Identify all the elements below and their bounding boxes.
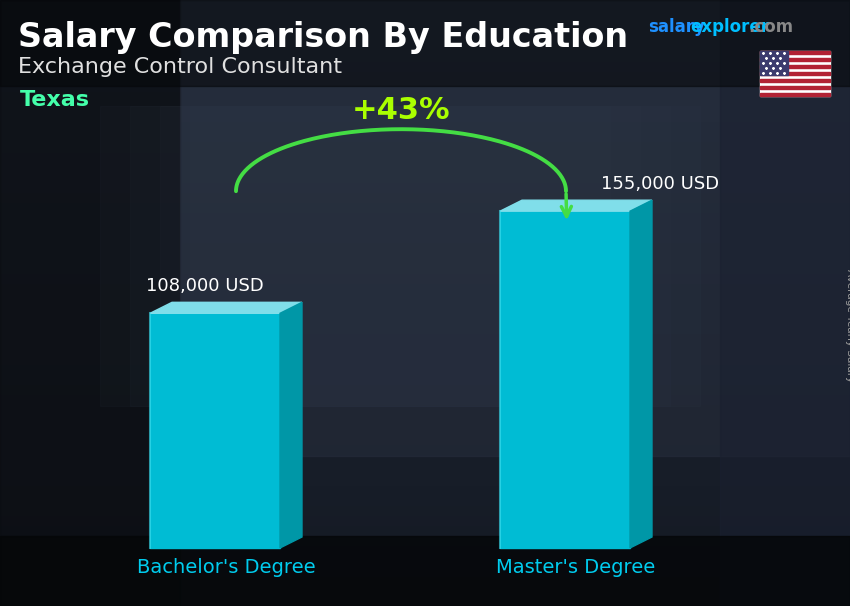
Polygon shape	[630, 200, 652, 548]
Bar	[0, 292, 850, 303]
Bar	[0, 19, 850, 30]
Bar	[0, 444, 850, 454]
Bar	[0, 90, 850, 101]
Bar	[220, 106, 580, 406]
Bar	[0, 322, 850, 333]
Bar	[0, 221, 850, 232]
Bar	[0, 141, 850, 152]
Bar	[0, 271, 850, 283]
Bar	[0, 383, 850, 394]
Bar	[0, 544, 850, 556]
Bar	[0, 353, 850, 364]
Bar	[0, 585, 850, 596]
Bar	[0, 504, 850, 515]
Bar	[0, 464, 850, 474]
Bar	[0, 403, 850, 414]
Bar	[0, 302, 850, 313]
Text: salary: salary	[648, 18, 705, 36]
Bar	[760, 58, 830, 61]
Bar	[0, 373, 850, 384]
Bar	[760, 51, 830, 55]
Bar	[760, 51, 788, 75]
Text: Exchange Control Consultant: Exchange Control Consultant	[18, 57, 342, 77]
Bar	[0, 211, 850, 222]
Bar	[0, 201, 850, 212]
Bar	[150, 313, 280, 548]
Bar	[180, 0, 850, 456]
Bar	[0, 80, 850, 91]
Bar	[0, 524, 850, 535]
Bar	[0, 171, 850, 182]
Bar	[0, 161, 850, 171]
Bar	[0, 494, 850, 505]
Bar	[0, 262, 850, 273]
Text: Average Yearly Salary: Average Yearly Salary	[845, 270, 850, 382]
Bar	[0, 534, 850, 545]
Polygon shape	[280, 302, 302, 548]
Polygon shape	[500, 200, 652, 211]
Bar	[0, 474, 850, 485]
Bar	[0, 0, 180, 606]
Bar	[0, 514, 850, 525]
Bar	[0, 241, 850, 253]
Text: explorer: explorer	[690, 18, 769, 36]
Bar	[720, 0, 850, 606]
Text: Salary Comparison By Education: Salary Comparison By Education	[18, 21, 628, 54]
Bar	[760, 93, 830, 96]
Polygon shape	[150, 302, 302, 313]
Text: Master's Degree: Master's Degree	[496, 558, 655, 577]
Text: +43%: +43%	[352, 96, 450, 125]
Bar	[160, 106, 640, 406]
Bar	[760, 72, 830, 75]
Bar	[0, 150, 850, 162]
Bar	[0, 484, 850, 495]
Bar	[0, 393, 850, 404]
Bar	[190, 106, 610, 406]
Bar	[0, 130, 850, 141]
Bar	[0, 453, 850, 465]
Bar	[0, 120, 850, 132]
Text: Texas: Texas	[20, 90, 90, 110]
Bar	[0, 433, 850, 444]
Bar	[0, 59, 850, 71]
Bar	[0, 554, 850, 565]
Bar	[0, 574, 850, 586]
Bar	[760, 65, 830, 68]
Bar	[0, 100, 850, 111]
Text: .com: .com	[748, 18, 793, 36]
Bar	[0, 50, 850, 61]
Bar	[760, 79, 830, 82]
Bar	[100, 106, 700, 406]
Bar	[0, 413, 850, 424]
Bar	[760, 85, 830, 89]
Text: Bachelor's Degree: Bachelor's Degree	[137, 558, 315, 577]
Bar	[0, 423, 850, 435]
Bar	[500, 211, 630, 548]
Bar	[0, 29, 850, 41]
Bar	[760, 51, 830, 96]
Bar	[0, 332, 850, 344]
Bar	[0, 595, 850, 606]
Bar	[0, 342, 850, 353]
Bar	[0, 70, 850, 81]
Bar	[0, 39, 850, 50]
Bar	[0, 9, 850, 20]
Text: 155,000 USD: 155,000 USD	[601, 175, 719, 193]
Bar	[0, 251, 850, 262]
Bar	[0, 191, 850, 202]
Text: 108,000 USD: 108,000 USD	[146, 278, 264, 295]
Bar	[0, 181, 850, 192]
Bar	[0, 110, 850, 121]
Bar	[0, 312, 850, 323]
Bar	[0, 565, 850, 576]
Bar	[130, 106, 670, 406]
Bar	[0, 362, 850, 374]
Bar	[0, 231, 850, 242]
Bar	[0, 282, 850, 293]
Bar	[0, 536, 850, 606]
Bar	[0, 0, 850, 10]
Bar	[0, 0, 850, 86]
